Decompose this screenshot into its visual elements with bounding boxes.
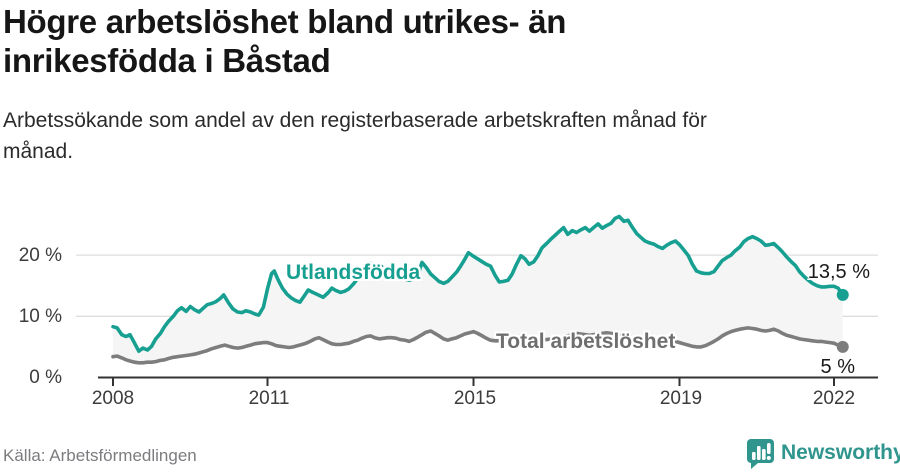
chart-subtitle-line2: månad. bbox=[3, 140, 74, 163]
y-axis-tick-label-20: 20 % bbox=[18, 245, 62, 266]
chart-subtitle: Arbetssökande som andel av den registerb… bbox=[3, 105, 707, 167]
page-title-line2: inrikesfödda i Båstad bbox=[3, 42, 331, 79]
x-axis-tick-label-2011: 2011 bbox=[248, 388, 290, 409]
x-axis-tick-label-2008: 2008 bbox=[91, 388, 135, 409]
source-attribution: Källa: Arbetsförmedlingen bbox=[3, 446, 197, 465]
page-title-line1: Högre arbetslöshet bland utrikes- än bbox=[3, 3, 567, 40]
end-value-label-total: 5 % bbox=[820, 356, 855, 378]
y-axis-tick-label-0: 0 % bbox=[29, 367, 62, 388]
between-series-area bbox=[113, 216, 843, 363]
y-axis-tick-label-10: 10 % bbox=[18, 306, 62, 327]
page-title: Högre arbetslöshet bland utrikes- än inr… bbox=[3, 2, 566, 80]
series-end-dot-0 bbox=[836, 288, 849, 301]
newsworthy-logo-icon bbox=[747, 439, 774, 469]
x-axis-tick-label-2015: 2015 bbox=[453, 388, 497, 409]
x-axis-tick-label-2019: 2019 bbox=[659, 388, 703, 409]
end-value-label-utlandsfodda: 13,5 % bbox=[807, 261, 870, 283]
series-label-total-arbetsloshet: Total arbetslöshet bbox=[496, 330, 676, 353]
series-label-utlandsfodda: Utlandsfödda bbox=[286, 261, 421, 284]
series-end-dot-1 bbox=[836, 340, 849, 353]
chart-subtitle-line1: Arbetssökande som andel av den registerb… bbox=[3, 109, 707, 132]
series-line-0 bbox=[111, 214, 845, 354]
x-axis-tick-label-2022: 2022 bbox=[812, 388, 856, 409]
newsworthy-wordmark: Newsworthy bbox=[781, 441, 900, 464]
series-line-1 bbox=[111, 326, 845, 365]
